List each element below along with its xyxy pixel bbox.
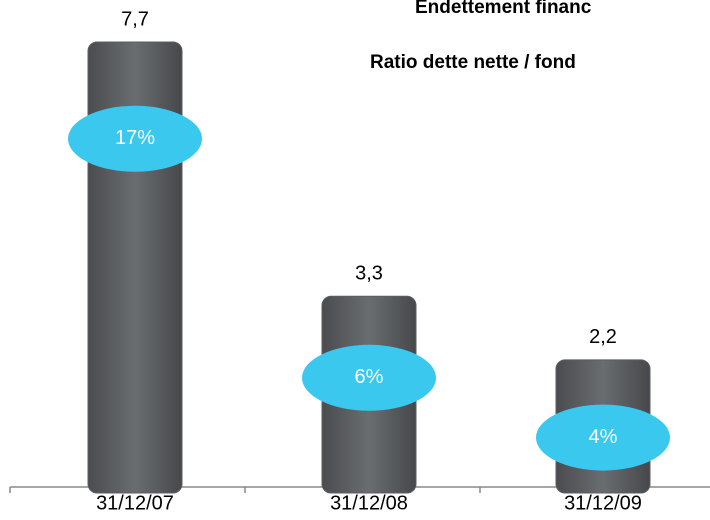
x-tick-label: 31/12/07	[96, 492, 174, 514]
value-label: 3,3	[355, 263, 383, 285]
ratio-label: 17%	[115, 127, 155, 149]
chart-title: Endettement financ	[415, 0, 592, 18]
ratio-ellipse	[302, 344, 436, 411]
ratio-label: 4%	[589, 426, 618, 448]
x-tick-label: 31/12/08	[330, 492, 408, 514]
ratio-label: 6%	[355, 366, 384, 388]
x-tick-label: 31/12/09	[564, 492, 642, 514]
chart-subtitle: Ratio dette nette / fond	[370, 52, 576, 73]
ratio-ellipse	[68, 105, 202, 172]
ratio-ellipse	[536, 404, 670, 471]
value-label: 2,2	[589, 326, 617, 348]
value-label: 7,7	[121, 8, 149, 30]
